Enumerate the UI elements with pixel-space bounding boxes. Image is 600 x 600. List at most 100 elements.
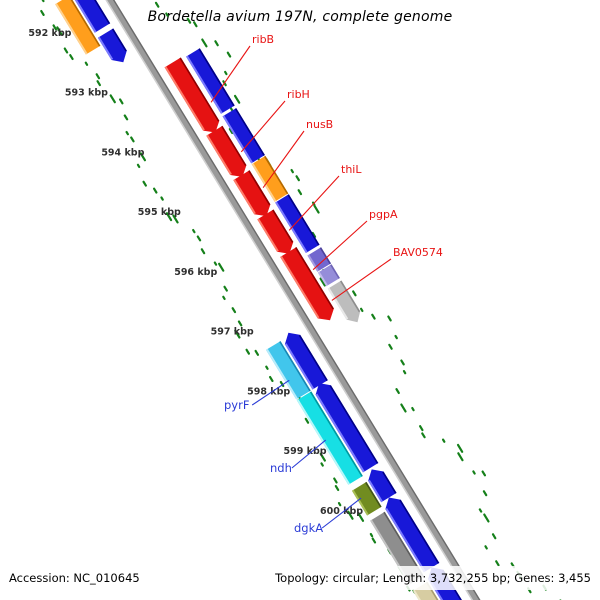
data-dot-right	[395, 388, 400, 395]
data-dot-left	[304, 417, 310, 424]
leader-line-BAV0574	[331, 258, 392, 301]
gene-label-pyrF[interactable]: pyrF	[224, 398, 249, 412]
data-dot-left	[357, 512, 365, 522]
data-dot-right	[387, 315, 392, 322]
data-dot-right	[228, 128, 234, 135]
tick-label-592: 592 kbp	[28, 28, 71, 39]
data-dot-left	[109, 94, 116, 104]
data-dot-right	[311, 231, 317, 238]
gene-pgpA[interactable]	[307, 247, 332, 272]
data-dot-left	[118, 98, 124, 105]
gene-pyrF[interactable]	[266, 341, 311, 400]
map-title: Bordetella avium 197N, complete genome	[147, 9, 453, 25]
gene-ribB[interactable]	[186, 48, 235, 114]
data-dot-left	[56, 26, 63, 36]
data-dot-left	[234, 329, 241, 339]
data-dot-left	[222, 295, 226, 301]
tick-label-597: 597 kbp	[211, 327, 254, 338]
gene-pgpA-seg2[interactable]	[317, 264, 340, 287]
gene-label-ribB[interactable]: ribB	[252, 33, 274, 46]
data-dot-right	[233, 94, 241, 104]
data-dot-left	[136, 163, 141, 169]
gene-tan-gene[interactable]	[412, 581, 469, 600]
gene-red-1[interactable]	[164, 57, 220, 133]
data-dot-left	[63, 47, 69, 54]
gene-label-ndh[interactable]: ndh	[270, 461, 292, 475]
backbone-line	[105, 0, 481, 600]
data-dot-right	[411, 406, 415, 412]
gene-BAV0574[interactable]	[327, 280, 361, 323]
leader-line-ribB	[210, 45, 251, 103]
accession-text: Accession: NC_010645	[9, 571, 140, 585]
data-dot-left	[200, 248, 206, 255]
data-dot-right	[472, 470, 476, 475]
genome-info-text: Topology: circular; Length: 3,732,255 bp…	[275, 571, 591, 585]
data-dot-left	[231, 307, 237, 314]
gene-blue-3[interactable]	[368, 469, 397, 503]
data-dot-left	[165, 212, 173, 222]
tick-label-594: 594 kbp	[101, 147, 144, 158]
gene-red-4[interactable]	[257, 209, 294, 254]
data-dot-right	[193, 21, 198, 28]
data-dot-right	[165, 12, 169, 17]
data-dot-right	[186, 17, 192, 24]
tick-label-598: 598 kbp	[247, 386, 290, 397]
data-dot-right	[229, 107, 234, 112]
gene-blue-2[interactable]	[315, 383, 379, 473]
data-dot-left	[223, 285, 228, 292]
data-dot-right	[441, 438, 446, 443]
data-dot-left	[334, 485, 340, 492]
data-dot-left	[41, 0, 45, 3]
data-dot-left	[130, 136, 135, 143]
gene-blue-top-1[interactable]	[71, 0, 111, 33]
gene-label-nusB[interactable]: nusB	[306, 118, 333, 131]
data-dot-left	[213, 261, 218, 266]
data-dot-right	[402, 370, 407, 375]
gene-label-ribH[interactable]: ribH	[287, 88, 310, 101]
data-dot-right	[214, 40, 219, 47]
data-dot-left	[40, 9, 45, 16]
leader-line-pyrF	[251, 379, 290, 406]
data-dot-left	[196, 235, 202, 242]
data-dot-left	[369, 532, 374, 538]
gene-blue-1[interactable]	[284, 332, 328, 390]
data-dot-right	[481, 470, 487, 477]
data-dot-right	[491, 533, 497, 540]
data-dot-left	[123, 114, 129, 121]
leader-line-thiL	[288, 175, 340, 231]
data-dot-left	[84, 61, 89, 66]
data-dot-right	[421, 432, 426, 439]
gene-dgkA[interactable]	[351, 481, 382, 516]
data-dot-right	[400, 359, 405, 366]
tick-label-599: 599 kbp	[284, 446, 327, 457]
data-dot-right	[482, 490, 488, 497]
footer-bar: Accession: NC_010645 Topology: circular;…	[0, 566, 600, 590]
gene-red-3[interactable]	[233, 170, 271, 217]
gene-ribH[interactable]	[222, 108, 265, 164]
data-dot-left	[160, 196, 164, 201]
gene-blue-4[interactable]	[385, 497, 440, 573]
leader-line-dgkA	[321, 497, 362, 529]
gene-label-pgpA[interactable]: pgpA	[369, 208, 398, 221]
data-dot-right	[495, 560, 500, 567]
leader-line-ribH	[240, 100, 286, 153]
data-dot-left	[269, 375, 274, 383]
data-dot-left	[139, 152, 147, 162]
data-dot-right	[371, 313, 376, 320]
data-dot-left	[245, 348, 251, 355]
gene-blue-top-2[interactable]	[97, 28, 127, 63]
gene-label-thiL[interactable]: thiL	[341, 163, 362, 176]
gene-label-dgkA[interactable]: dgkA	[294, 521, 323, 535]
data-dot-right	[226, 51, 232, 58]
gene-red-2[interactable]	[206, 125, 247, 177]
data-dot-right	[388, 343, 393, 350]
data-dot-left	[95, 73, 101, 80]
gene-red-5[interactable]	[280, 247, 334, 321]
leader-line-nusB	[262, 130, 305, 189]
gene-orange-top[interactable]	[55, 0, 101, 55]
tick-label-593: 593 kbp	[65, 88, 108, 99]
data-dot-left	[52, 24, 58, 31]
gene-label-BAV0574[interactable]: BAV0574	[393, 246, 443, 259]
data-dot-left	[142, 180, 147, 187]
